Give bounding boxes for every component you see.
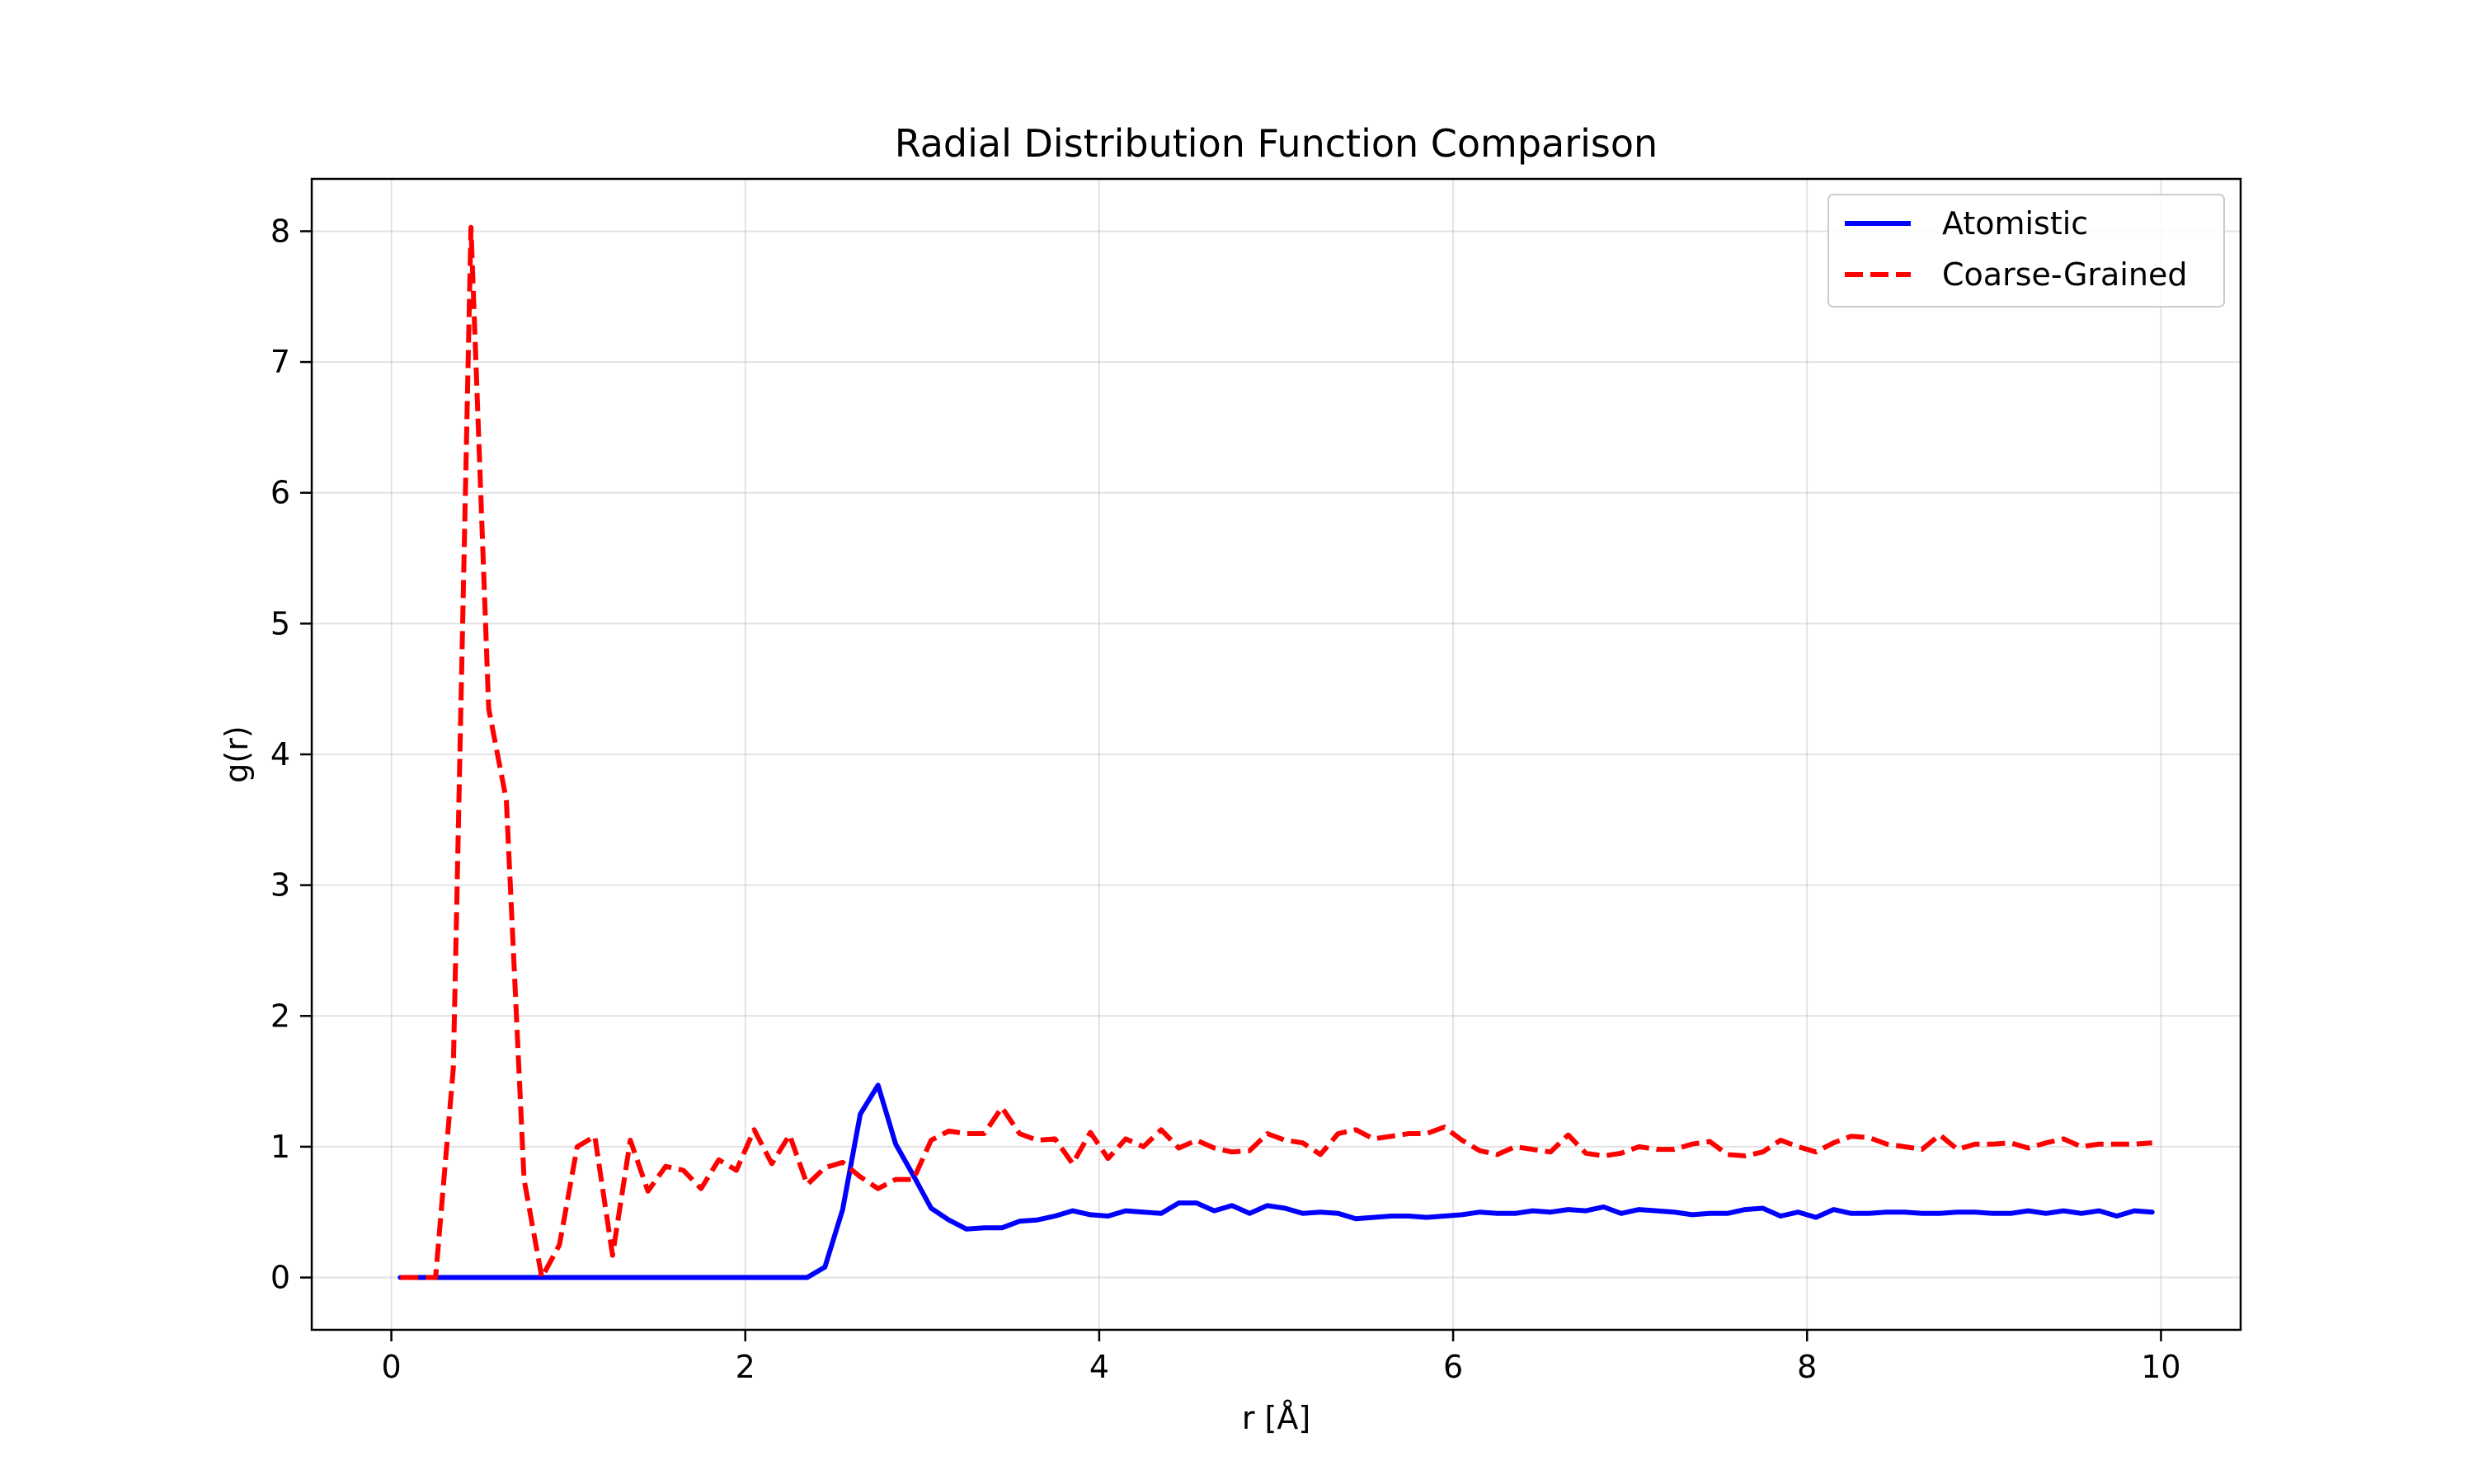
y-tick-label: 8 — [270, 213, 290, 249]
x-tick-label: 10 — [2141, 1349, 2180, 1385]
legend-label-coarse-grained: Coarse-Grained — [1942, 256, 2187, 293]
series-line-atomistic — [397, 1082, 2155, 1280]
legend-box — [1827, 194, 2225, 308]
y-tick-label: 2 — [270, 998, 290, 1034]
y-tick-label: 1 — [270, 1129, 290, 1165]
legend-label-atomistic: Atomistic — [1942, 205, 2088, 242]
y-tick-label: 4 — [270, 736, 290, 773]
x-tick-label: 4 — [1089, 1349, 1109, 1385]
x-tick-label: 8 — [1797, 1349, 1817, 1385]
x-tick-label: 0 — [381, 1349, 401, 1385]
x-axis-label: r [Å] — [1242, 1400, 1310, 1436]
y-tick-label: 6 — [270, 475, 290, 511]
y-tick-label: 5 — [270, 605, 290, 641]
axis-ticks: 0 2 4 6 8 10 0 1 2 3 4 5 6 7 8 — [270, 213, 2181, 1385]
x-tick-label: 2 — [736, 1349, 755, 1385]
series-layer — [397, 224, 2155, 1280]
series-line-coarse-grained — [400, 224, 2152, 1280]
y-tick-label: 7 — [270, 344, 290, 380]
legend: Atomistic Coarse-Grained — [1827, 194, 2225, 308]
y-axis-label: g(r) — [219, 726, 255, 782]
y-tick-label: 0 — [270, 1260, 290, 1296]
chart-title: Radial Distribution Function Comparison — [895, 121, 1658, 166]
x-tick-label: 6 — [1443, 1349, 1463, 1385]
y-tick-label: 3 — [270, 867, 290, 904]
